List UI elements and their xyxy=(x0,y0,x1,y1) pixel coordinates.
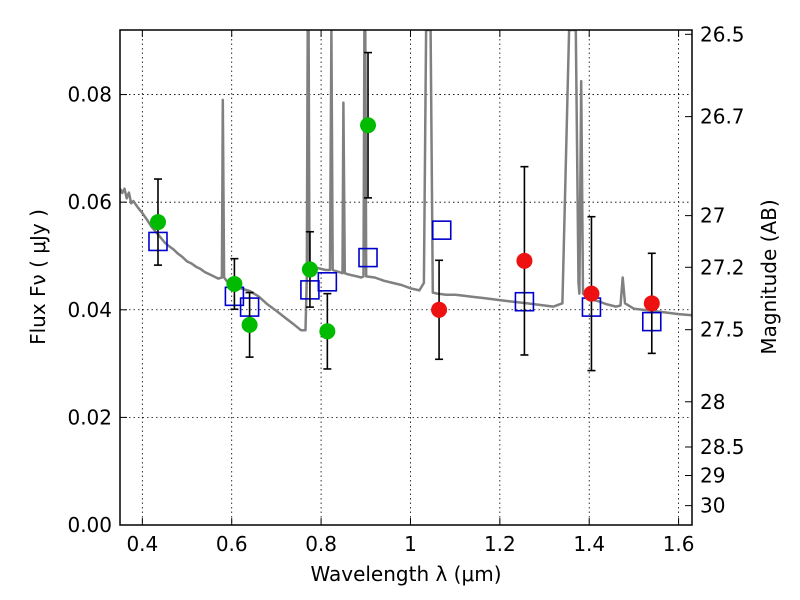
y-tick-label: 0.00 xyxy=(67,513,112,537)
right-tick-label: 28.5 xyxy=(700,435,745,459)
observed-flux-point xyxy=(516,252,533,269)
x-tick-label: 1.6 xyxy=(663,532,695,556)
y-axis-ticks: 0.00 0.02 0.04 0.06 0.08 xyxy=(67,83,127,537)
model-spectrum-line xyxy=(120,30,692,332)
x-tick-label: 0.6 xyxy=(216,532,248,556)
right-tick-label: 26.7 xyxy=(700,105,745,129)
right-tick-label: 28 xyxy=(700,390,725,414)
right-axis-label: Magnitude (AB) xyxy=(757,199,781,354)
x-tick-label: 0.4 xyxy=(126,532,158,556)
right-tick-label: 30 xyxy=(700,494,725,518)
right-tick-label: 27.5 xyxy=(700,318,745,342)
observed-flux-point xyxy=(149,214,166,231)
observed-flux-point xyxy=(319,323,336,340)
right-tick-label: 26.5 xyxy=(700,22,745,46)
x-axis-label: Wavelength λ (μm) xyxy=(310,562,501,586)
right-tick-label: 29 xyxy=(700,464,725,488)
x-tick-label: 1.2 xyxy=(484,532,516,556)
x-tick-label: 1.4 xyxy=(573,532,605,556)
right-tick-label: 27.2 xyxy=(700,255,745,279)
right-tick-label: 27 xyxy=(700,204,725,228)
observed-flux-point xyxy=(241,316,258,333)
model-flux-square xyxy=(431,220,452,240)
y-tick-label: 0.02 xyxy=(67,405,112,429)
model-spectrum-layer xyxy=(120,30,692,332)
model-flux-square xyxy=(358,247,378,268)
x-tick-label: 1 xyxy=(404,532,417,556)
data-markers-layer xyxy=(148,51,662,372)
x-axis-ticks: 0.4 0.6 0.8 1 1.2 1.4 1.6 xyxy=(126,30,695,556)
y-axis-label: Flux Fν ( μJy ) xyxy=(26,209,50,345)
plot-frame xyxy=(119,29,693,526)
observed-flux-point xyxy=(643,295,660,312)
right-axis-ticks: 26.5 26.7 27 27.2 27.5 28 28.5 29 30 xyxy=(685,22,745,518)
x-tick-label: 0.8 xyxy=(305,532,337,556)
observed-flux-point xyxy=(226,275,243,292)
observed-flux-point xyxy=(301,261,318,278)
model-flux-square xyxy=(317,272,338,292)
observed-flux-point xyxy=(583,285,600,302)
observed-flux-point xyxy=(431,301,448,318)
observed-flux-point xyxy=(360,117,377,134)
y-tick-label: 0.08 xyxy=(67,83,112,107)
y-tick-label: 0.04 xyxy=(67,298,112,322)
y-tick-label: 0.06 xyxy=(67,190,112,214)
